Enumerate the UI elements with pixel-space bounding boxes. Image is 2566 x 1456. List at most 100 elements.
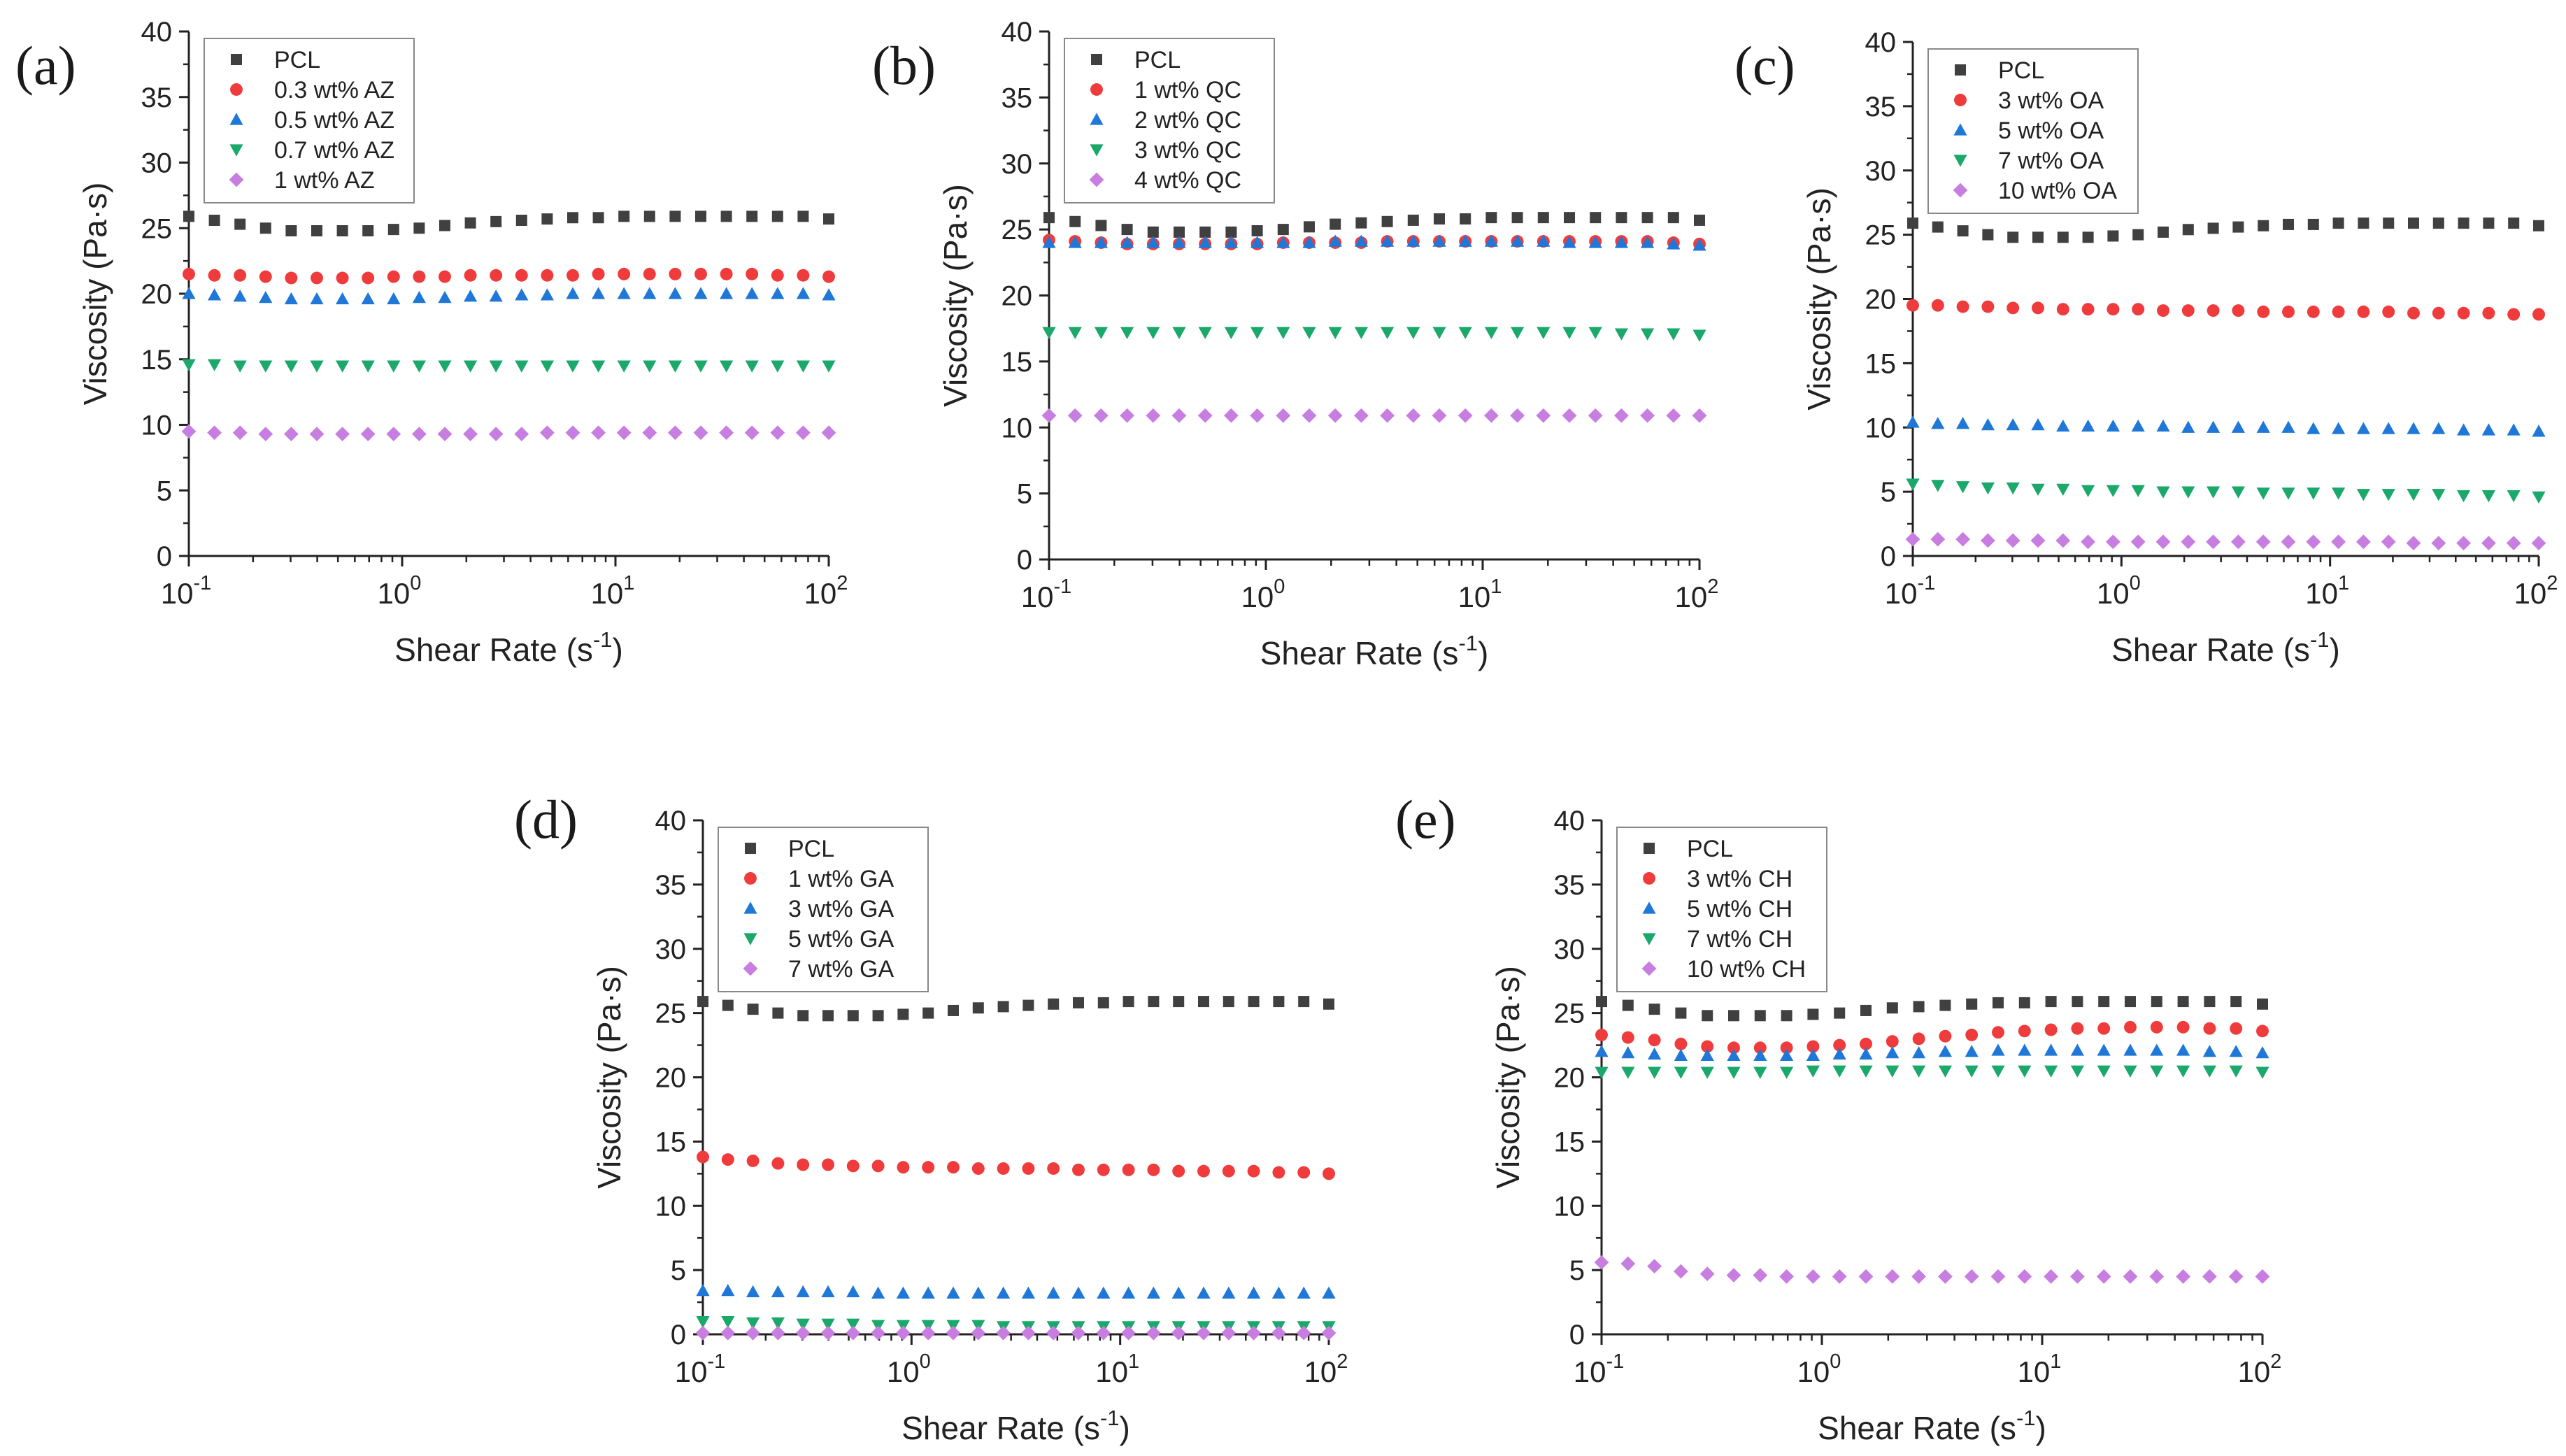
data-point xyxy=(1564,212,1575,224)
data-point xyxy=(796,1318,810,1331)
data-point xyxy=(2207,486,2221,499)
legend-marker xyxy=(1090,113,1104,125)
data-point xyxy=(1701,1040,1714,1053)
x-tick-label: 10-1 xyxy=(1574,1350,1625,1388)
data-point xyxy=(2006,482,2020,495)
data-point xyxy=(2096,1269,2111,1284)
data-point xyxy=(1096,1325,1111,1341)
data-point xyxy=(259,222,271,234)
y-tick-label: 40 xyxy=(1865,27,1897,58)
data-point xyxy=(2018,1025,2031,1038)
data-point xyxy=(2383,217,2395,229)
data-point xyxy=(182,359,196,371)
y-tick-label: 20 xyxy=(141,279,173,310)
data-point xyxy=(997,1001,1009,1013)
x-tick-label: 100 xyxy=(887,1350,931,1388)
data-point xyxy=(1931,417,1945,429)
data-point xyxy=(2508,217,2520,229)
data-point xyxy=(1511,212,1523,224)
data-point xyxy=(1562,327,1576,339)
data-point xyxy=(2457,306,2470,320)
data-point xyxy=(1097,1286,1111,1299)
data-point xyxy=(1224,236,1238,248)
data-point xyxy=(2206,534,2221,550)
data-point xyxy=(2018,1065,2032,1078)
data-point xyxy=(2123,1065,2137,1078)
data-point xyxy=(2176,1020,2190,1034)
x-tick-label: 102 xyxy=(2238,1350,2282,1388)
y-tick-label: 35 xyxy=(141,83,173,113)
data-point xyxy=(2131,419,2145,432)
data-point xyxy=(1981,533,1995,548)
data-point xyxy=(696,1315,710,1329)
data-point xyxy=(846,1285,860,1298)
y-tick-label: 20 xyxy=(1002,281,1033,312)
y-tick-label: 10 xyxy=(1554,1191,1585,1222)
data-point xyxy=(1932,221,1944,233)
x-tick-label: 100 xyxy=(378,572,422,610)
data-point xyxy=(1197,408,1213,423)
data-point xyxy=(1122,1163,1135,1176)
data-point xyxy=(2018,997,2030,1008)
data-point xyxy=(2332,422,2346,434)
data-point xyxy=(2431,536,2446,551)
data-point xyxy=(285,271,298,285)
x-tick-label: 10-1 xyxy=(1885,572,1936,610)
data-point xyxy=(822,1010,834,1022)
data-point xyxy=(2176,1043,2190,1056)
data-point xyxy=(1859,1065,1873,1078)
series-0 xyxy=(1596,996,2268,1022)
data-point xyxy=(1692,238,1706,251)
data-point xyxy=(920,1325,936,1341)
data-point xyxy=(1247,1164,1260,1178)
data-point xyxy=(694,360,708,373)
y-tick-label: 25 xyxy=(655,999,687,1029)
data-point xyxy=(1913,1001,1925,1013)
data-point xyxy=(1298,996,1310,1008)
y-tick-label: 0 xyxy=(671,1320,686,1350)
legend-marker xyxy=(1642,933,1656,945)
data-point xyxy=(1171,1325,1186,1341)
data-point xyxy=(846,1325,861,1341)
data-point xyxy=(1588,236,1602,248)
data-point xyxy=(771,210,783,222)
data-point xyxy=(2057,231,2069,243)
data-point xyxy=(233,290,247,302)
data-point xyxy=(1146,1286,1160,1299)
data-point xyxy=(771,1285,785,1298)
legend-marker xyxy=(1953,183,1968,198)
legend-marker xyxy=(1642,901,1656,914)
y-tick-label: 0 xyxy=(1881,541,1896,572)
data-point xyxy=(259,360,273,373)
data-point xyxy=(1674,1037,1688,1050)
data-point xyxy=(182,287,196,299)
data-point xyxy=(1614,328,1628,341)
legend-marker xyxy=(1644,843,1655,854)
y-tick-label: 35 xyxy=(1002,83,1033,113)
data-point xyxy=(1641,212,1653,224)
data-point xyxy=(1648,1047,1662,1060)
data-point xyxy=(2044,1023,2058,1036)
data-point xyxy=(2107,303,2120,316)
data-point xyxy=(2229,1045,2243,1057)
data-point xyxy=(1122,996,1134,1008)
data-point xyxy=(643,267,656,280)
data-point xyxy=(2207,304,2220,317)
data-point xyxy=(1590,212,1602,224)
data-point xyxy=(2483,217,2495,229)
data-point xyxy=(1833,1039,1846,1052)
data-point xyxy=(310,292,324,305)
data-point xyxy=(2204,996,2216,1008)
chart-panel-e: (e) 0 5 10 15 20 25 30 35 40 10-1 100 101 102 Shear Ra… xyxy=(1395,789,2281,1446)
data-point xyxy=(771,1157,785,1170)
data-point xyxy=(871,1325,885,1341)
data-point xyxy=(1938,1045,1952,1057)
data-point xyxy=(2457,423,2471,436)
data-point xyxy=(2132,229,2144,241)
y-tick-label: 40 xyxy=(1554,806,1585,836)
data-point xyxy=(1834,1007,1846,1019)
data-point xyxy=(2132,303,2145,316)
data-point xyxy=(1912,1032,1925,1045)
data-point xyxy=(1907,217,1918,229)
y-tick-label: 25 xyxy=(1002,215,1033,245)
